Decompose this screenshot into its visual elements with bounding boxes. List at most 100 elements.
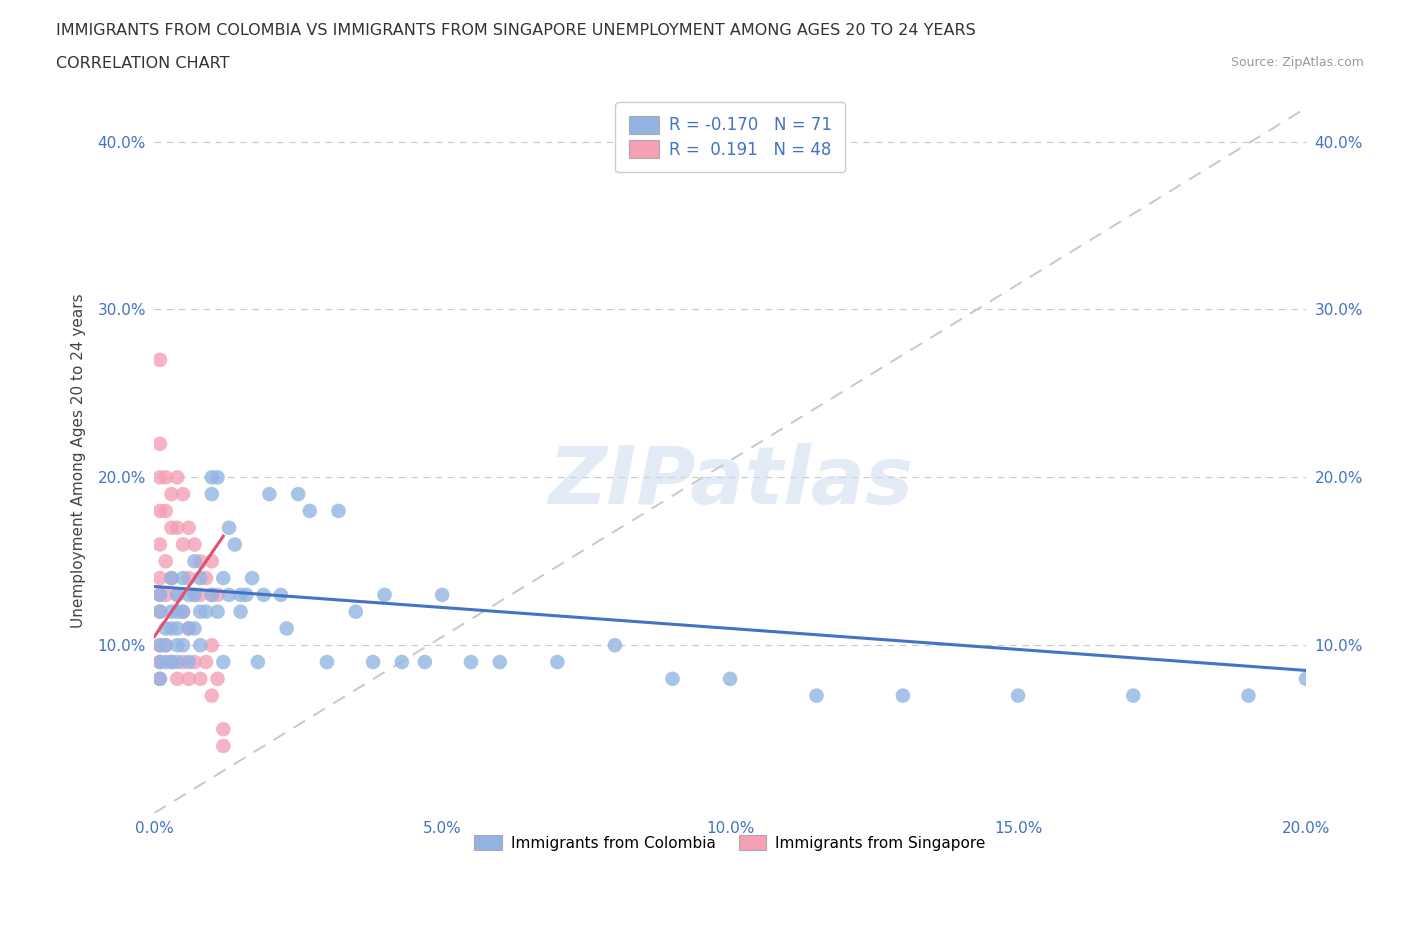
Point bbox=[212, 722, 235, 737]
Point bbox=[718, 671, 741, 686]
Point bbox=[460, 655, 482, 670]
Point bbox=[229, 588, 252, 603]
Point bbox=[361, 655, 384, 670]
Point bbox=[160, 520, 183, 535]
Point bbox=[149, 638, 172, 653]
Point bbox=[188, 588, 211, 603]
Point bbox=[201, 638, 224, 653]
Point bbox=[891, 688, 914, 703]
Point bbox=[270, 588, 292, 603]
Point bbox=[160, 604, 183, 619]
Point bbox=[1122, 688, 1144, 703]
Point bbox=[212, 738, 235, 753]
Point bbox=[201, 470, 224, 485]
Point bbox=[149, 537, 172, 551]
Point bbox=[183, 655, 205, 670]
Point bbox=[195, 655, 218, 670]
Point bbox=[172, 604, 194, 619]
Point bbox=[316, 655, 339, 670]
Point bbox=[149, 604, 172, 619]
Point bbox=[183, 554, 205, 569]
Point bbox=[235, 588, 257, 603]
Point bbox=[276, 621, 298, 636]
Point bbox=[155, 621, 177, 636]
Point bbox=[218, 520, 240, 535]
Point bbox=[166, 638, 188, 653]
Point bbox=[252, 588, 274, 603]
Point bbox=[172, 604, 194, 619]
Point bbox=[240, 571, 263, 586]
Point bbox=[603, 638, 626, 653]
Point bbox=[149, 588, 172, 603]
Text: IMMIGRANTS FROM COLOMBIA VS IMMIGRANTS FROM SINGAPORE UNEMPLOYMENT AMONG AGES 20: IMMIGRANTS FROM COLOMBIA VS IMMIGRANTS F… bbox=[56, 23, 976, 38]
Point bbox=[224, 537, 246, 551]
Point bbox=[149, 588, 172, 603]
Point bbox=[374, 588, 396, 603]
Point bbox=[1295, 671, 1317, 686]
Point bbox=[344, 604, 367, 619]
Point bbox=[149, 470, 172, 485]
Point bbox=[207, 604, 229, 619]
Point bbox=[160, 655, 183, 670]
Point bbox=[160, 486, 183, 501]
Point bbox=[166, 604, 188, 619]
Point bbox=[177, 671, 200, 686]
Point bbox=[149, 604, 172, 619]
Point bbox=[287, 486, 309, 501]
Legend: Immigrants from Colombia, Immigrants from Singapore: Immigrants from Colombia, Immigrants fro… bbox=[467, 827, 994, 858]
Point bbox=[188, 604, 211, 619]
Point bbox=[177, 621, 200, 636]
Point bbox=[546, 655, 568, 670]
Point bbox=[166, 588, 188, 603]
Point bbox=[149, 638, 172, 653]
Point bbox=[172, 638, 194, 653]
Point bbox=[166, 671, 188, 686]
Point bbox=[183, 588, 205, 603]
Point bbox=[188, 554, 211, 569]
Point bbox=[661, 671, 683, 686]
Text: CORRELATION CHART: CORRELATION CHART bbox=[56, 56, 229, 71]
Point bbox=[183, 588, 205, 603]
Point bbox=[207, 470, 229, 485]
Point bbox=[201, 486, 224, 501]
Point bbox=[149, 671, 172, 686]
Point bbox=[259, 486, 281, 501]
Point bbox=[160, 571, 183, 586]
Point bbox=[166, 520, 188, 535]
Point bbox=[149, 571, 172, 586]
Point bbox=[1007, 688, 1029, 703]
Point bbox=[195, 571, 218, 586]
Text: ZIPatlas: ZIPatlas bbox=[547, 443, 912, 521]
Point bbox=[149, 671, 172, 686]
Point bbox=[195, 604, 218, 619]
Point bbox=[160, 621, 183, 636]
Point bbox=[172, 655, 194, 670]
Point bbox=[149, 655, 172, 670]
Point bbox=[207, 588, 229, 603]
Point bbox=[1237, 688, 1260, 703]
Point bbox=[806, 688, 828, 703]
Point bbox=[155, 588, 177, 603]
Point bbox=[246, 655, 269, 670]
Point bbox=[155, 638, 177, 653]
Point bbox=[298, 503, 321, 518]
Point bbox=[166, 588, 188, 603]
Point bbox=[166, 655, 188, 670]
Point bbox=[155, 655, 177, 670]
Point bbox=[212, 655, 235, 670]
Point bbox=[328, 503, 350, 518]
Point bbox=[188, 571, 211, 586]
Point bbox=[201, 588, 224, 603]
Point bbox=[155, 470, 177, 485]
Y-axis label: Unemployment Among Ages 20 to 24 years: Unemployment Among Ages 20 to 24 years bbox=[72, 293, 86, 628]
Point bbox=[188, 671, 211, 686]
Point bbox=[149, 655, 172, 670]
Point bbox=[201, 688, 224, 703]
Point bbox=[149, 503, 172, 518]
Point bbox=[183, 537, 205, 551]
Point bbox=[177, 655, 200, 670]
Point bbox=[160, 655, 183, 670]
Point bbox=[160, 571, 183, 586]
Point bbox=[166, 470, 188, 485]
Point bbox=[166, 621, 188, 636]
